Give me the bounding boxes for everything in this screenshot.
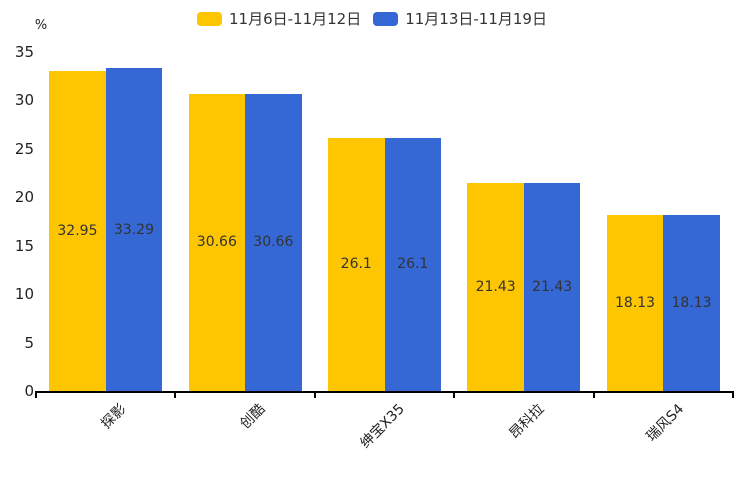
- bar-value-label: 30.66: [196, 234, 237, 251]
- bar-value-label: 33.29: [113, 221, 154, 238]
- y-tick-label: 30: [14, 91, 34, 109]
- bar-value-label: 18.13: [671, 295, 712, 312]
- x-axis-tick: [453, 391, 456, 398]
- x-axis-tick: [313, 391, 316, 398]
- x-axis-tick: [592, 391, 595, 398]
- bar: 32.95: [49, 71, 106, 391]
- bar: 30.66: [245, 93, 302, 391]
- y-tick-label: 25: [14, 139, 34, 158]
- legend: 11月6日-11月12日 11月13日-11月19日: [0, 8, 744, 29]
- bar: 21.43: [467, 183, 524, 391]
- y-axis-unit-label: %: [34, 18, 48, 33]
- bar: 30.66: [188, 93, 246, 391]
- bar-value-label: 21.43: [475, 279, 516, 296]
- bar: 26.1: [328, 137, 385, 391]
- legend-swatch-week2-icon: [373, 11, 399, 26]
- x-category-label: 瑞风S4: [643, 401, 687, 445]
- bar: 21.43: [523, 183, 581, 391]
- x-category-label: 创酷: [237, 401, 269, 433]
- x-category-label: 昂科拉: [506, 401, 548, 443]
- legend-item-week1[interactable]: 11月6日-11月12日: [197, 8, 361, 29]
- bar: 18.13: [663, 215, 720, 391]
- bar-value-label: 26.1: [397, 256, 429, 273]
- x-axis-tick: [174, 391, 177, 398]
- bar-value-label: 21.43: [532, 279, 573, 296]
- x-axis-tick: [732, 391, 734, 398]
- bar-value-label: 26.1: [340, 256, 372, 273]
- bar: 18.13: [606, 215, 664, 391]
- x-category-label: 探影: [98, 401, 130, 433]
- legend-swatch-week1-icon: [197, 11, 222, 26]
- y-tick-label: 5: [24, 333, 34, 352]
- legend-label-week2: 11月13日-11月19日: [405, 10, 547, 28]
- bar-value-label: 32.95: [57, 223, 98, 240]
- bar-value-label: 18.13: [615, 295, 656, 312]
- legend-item-week2[interactable]: 11月13日-11月19日: [373, 8, 547, 29]
- x-category-label: 绅宝X35: [357, 401, 408, 452]
- y-tick-label: 35: [14, 42, 34, 61]
- bar: 33.29: [105, 68, 163, 391]
- y-tick-label: 0: [24, 382, 34, 400]
- x-axis-tick: [35, 391, 37, 398]
- y-tick-label: 10: [14, 285, 34, 303]
- y-tick-label: 15: [14, 236, 34, 255]
- bar-value-label: 30.66: [253, 234, 294, 251]
- legend-label-week1: 11月6日-11月12日: [229, 10, 362, 28]
- x-axis-line: [36, 391, 734, 393]
- bar: 26.1: [384, 137, 441, 391]
- y-tick-label: 20: [14, 188, 34, 206]
